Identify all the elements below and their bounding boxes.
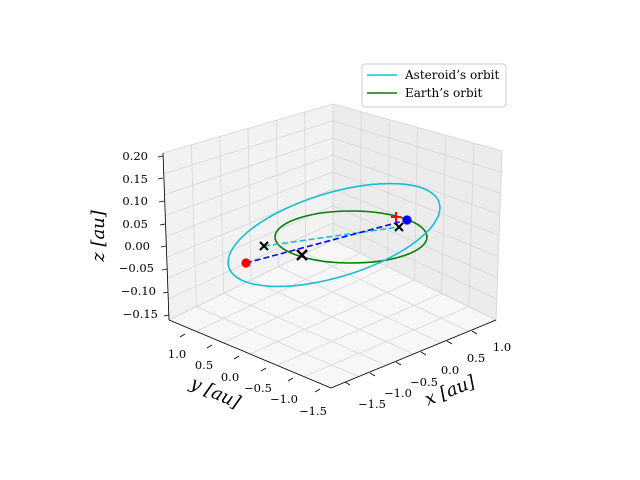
- markers: [241, 212, 412, 268]
- right-pane-grid-line: [332, 222, 497, 300]
- y-tick-labels: 1.0 0.5 0.0 −0.5 −1.0 −1.5: [168, 347, 327, 418]
- z-tick-label: 0.20: [122, 149, 148, 163]
- y-tick-mark: [314, 388, 321, 393]
- y-tick-mark: [260, 367, 267, 372]
- y-tick-label: −1.0: [270, 392, 298, 406]
- y-tick-label: 1.0: [168, 347, 186, 361]
- z-tick-mark: [160, 245, 167, 248]
- z-axis-label: z [au]: [88, 209, 109, 263]
- right-pane-grid-line: [332, 103, 503, 152]
- right-pane-grid-line: [332, 171, 500, 236]
- left-pane-grid-line: [167, 205, 334, 279]
- connector-red-to-blue: [245, 219, 408, 264]
- left-pane-grid-line: [165, 171, 334, 237]
- axis-panes: [162, 103, 503, 389]
- legend: Asteroid’s orbit Earth’s orbit: [361, 63, 507, 108]
- left-pane-grid-line: [168, 239, 334, 321]
- left-pane-grid-line: [165, 154, 334, 217]
- y-tick-mark: [179, 333, 186, 338]
- x-tick-label: −0.5: [410, 375, 438, 389]
- orbits: [227, 182, 441, 288]
- red-plus-marker: [391, 212, 401, 222]
- z-tick-mark: [157, 177, 164, 180]
- floor-grid-line: [303, 306, 469, 378]
- x-axis-line: [330, 319, 497, 389]
- y-tick-label: −1.5: [299, 404, 327, 418]
- x-tick-mark: [344, 381, 351, 386]
- x-tick-mark: [369, 372, 376, 377]
- legend-box: [361, 63, 507, 108]
- earth-orbit-line: [274, 210, 428, 264]
- z-tick-label: 0.10: [122, 194, 148, 208]
- z-tick-mark: [163, 314, 170, 317]
- z-tick-labels: 0.20 0.15 0.10 0.05 0.00 −0.05 −0.10 −0.…: [119, 149, 158, 321]
- z-tick-label: −0.15: [123, 307, 158, 321]
- x-tick-mark: [471, 330, 478, 335]
- right-pane-grid-line: [332, 120, 502, 173]
- z-tick-mark: [162, 291, 169, 294]
- x-tick-mark: [420, 351, 427, 356]
- x-tick-labels: −1.5 −1.0 −0.5 0.0 0.5 1.0: [358, 340, 511, 411]
- left-pane-grid-line: [164, 137, 334, 196]
- legend-earth-label: Earth’s orbit: [405, 86, 482, 100]
- legend-asteroid-label: Asteroid’s orbit: [404, 68, 499, 82]
- y-tick-mark: [206, 344, 213, 349]
- right-pane-grid-line: [332, 154, 500, 215]
- x-tick-label: 1.0: [493, 340, 511, 354]
- connector-cross-to-cross: [263, 226, 400, 247]
- z-tick-mark: [159, 223, 166, 226]
- y-tick-mark: [233, 355, 240, 360]
- asteroid-orbit-line: [227, 182, 441, 288]
- x-tick-mark: [446, 340, 453, 345]
- left-pane-grid-line: [162, 103, 334, 154]
- z-tick-label: 0.00: [124, 239, 150, 253]
- x-tick-label: −1.5: [358, 397, 386, 411]
- z-tick-label: 0.05: [122, 217, 148, 231]
- blue-dot-marker: [402, 215, 412, 225]
- y-axis-line: [168, 319, 332, 389]
- z-tick-mark: [157, 155, 164, 158]
- z-tick-label: 0.15: [122, 172, 148, 186]
- x-tick-label: −1.0: [384, 386, 412, 400]
- grid-lines: [162, 103, 503, 389]
- y-tick-label: 0.5: [195, 358, 213, 372]
- y-tick-mark: [287, 377, 294, 382]
- x-tick-mark: [395, 361, 402, 366]
- red-dot-marker: [241, 258, 251, 268]
- x-tick-label: 0.0: [441, 363, 459, 377]
- x-tick-label: 0.5: [467, 351, 485, 365]
- black-cross-marker: [296, 249, 308, 261]
- z-tick-mark: [161, 268, 168, 271]
- right-pane-grid-line: [332, 239, 497, 321]
- y-tick-label: 0.0: [221, 370, 239, 384]
- black-cross-marker: [259, 241, 269, 251]
- black-cross-marker: [394, 222, 404, 232]
- left-pane-grid-line: [163, 120, 334, 175]
- tick-marks: [157, 155, 478, 393]
- z-tick-label: −0.05: [119, 261, 154, 275]
- y-tick-label: −0.5: [244, 381, 272, 395]
- z-tick-label: −0.10: [121, 284, 156, 298]
- right-pane-grid-line: [332, 137, 501, 194]
- z-tick-mark: [158, 200, 165, 203]
